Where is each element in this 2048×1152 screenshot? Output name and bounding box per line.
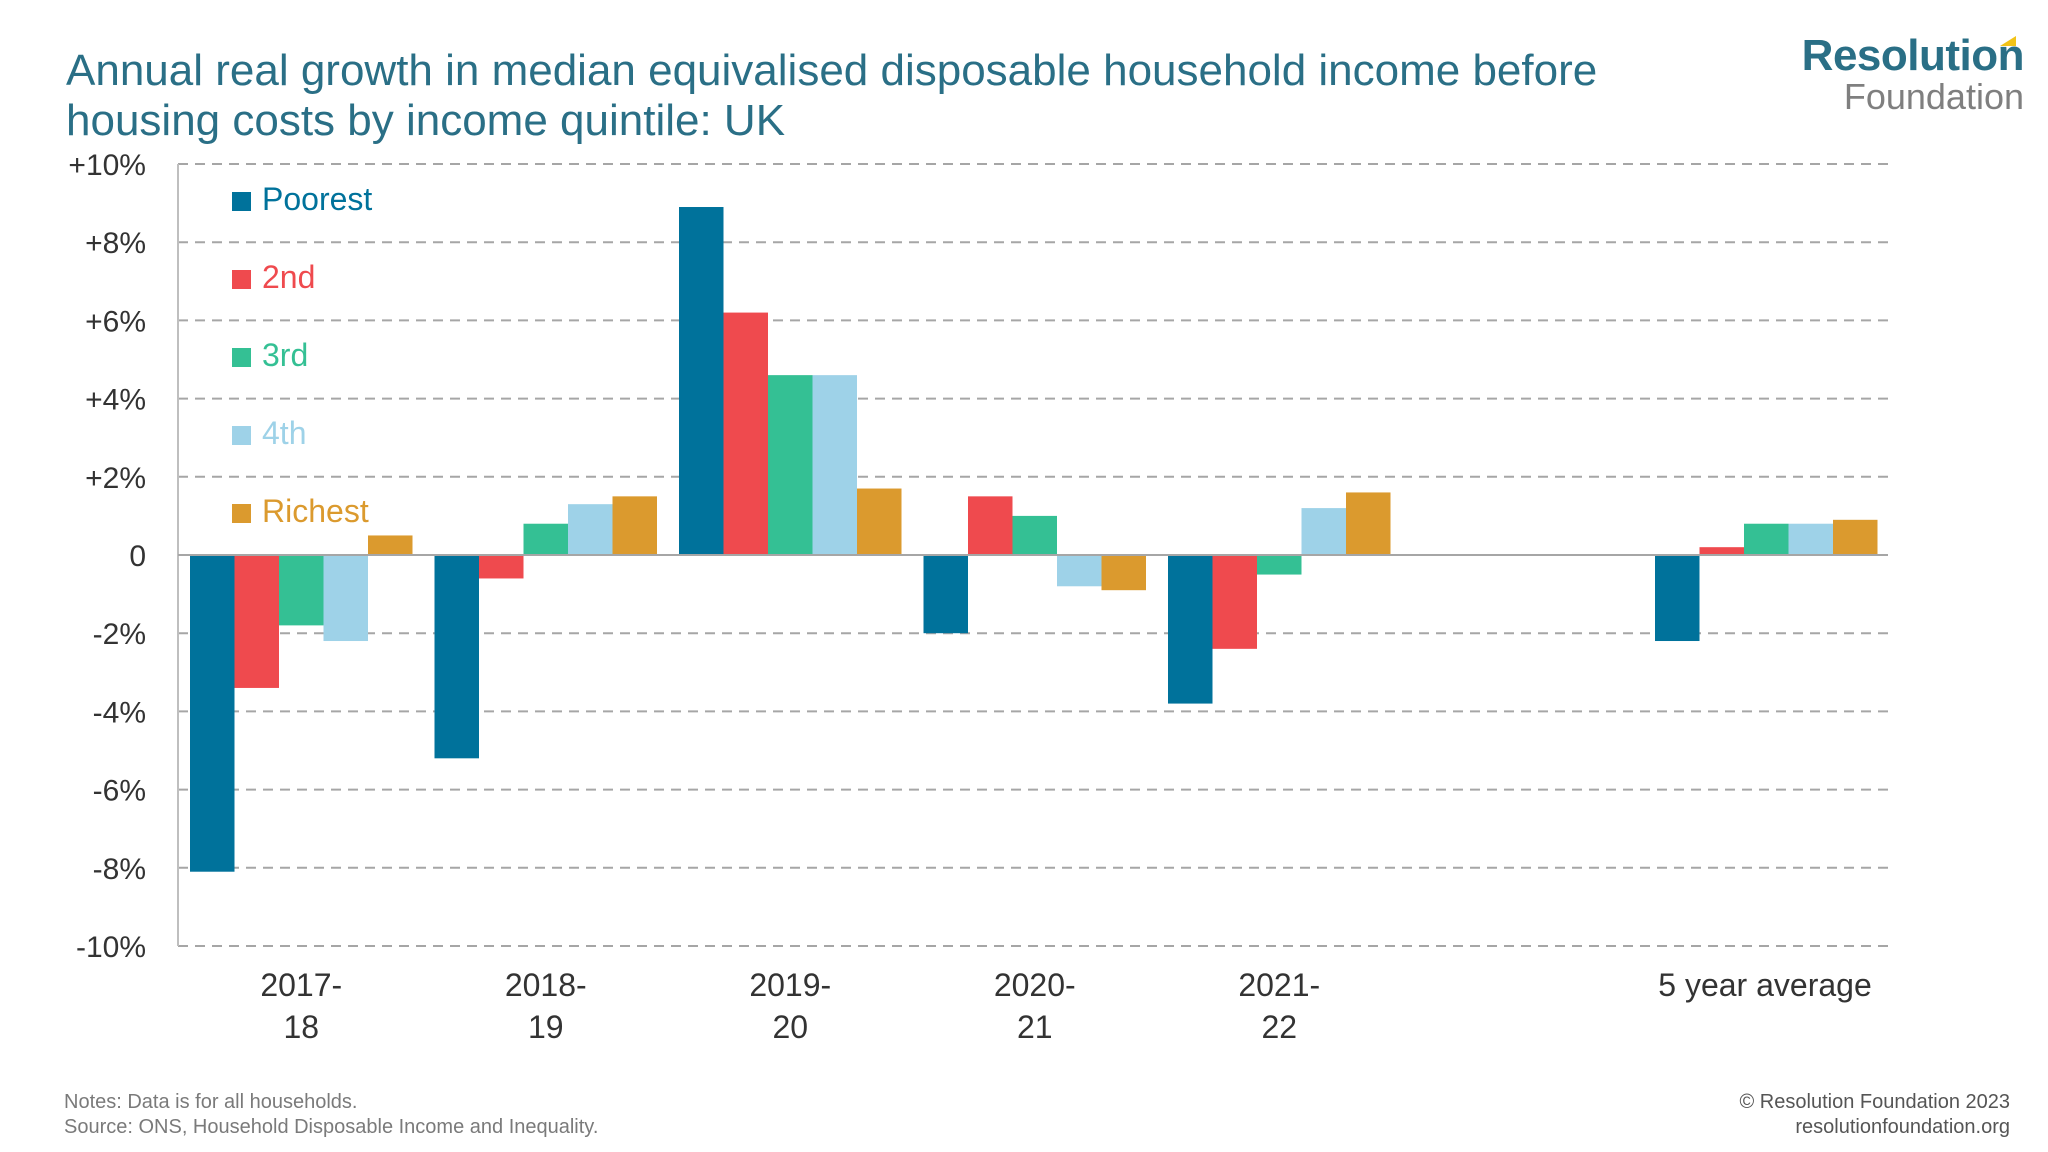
bar-2nd-3 bbox=[968, 496, 1013, 555]
y-tick-label: +2% bbox=[85, 462, 146, 495]
legend-swatch-4th bbox=[232, 426, 251, 445]
bar-3rd-3 bbox=[1012, 515, 1057, 555]
bar-richest-0 bbox=[368, 535, 413, 555]
source-text: Source: ONS, Household Disposable Income… bbox=[64, 1116, 599, 1138]
bar-2nd-0 bbox=[234, 555, 279, 688]
bar-2nd-2 bbox=[723, 312, 768, 555]
bar-poorest-4 bbox=[1168, 555, 1213, 704]
chart-title: Annual real growth in median equivalised… bbox=[66, 46, 1598, 145]
logo-word-resolution: Resolution bbox=[1801, 31, 2025, 80]
bar-richest-2 bbox=[857, 488, 902, 555]
legend-swatch-3rd bbox=[232, 348, 251, 367]
x-tick-label: 19 bbox=[528, 1009, 564, 1045]
y-tick-label: -2% bbox=[93, 618, 146, 651]
bar-poorest-1 bbox=[434, 555, 479, 759]
bar-2nd-4 bbox=[1212, 555, 1257, 649]
x-tick-label: 2017- bbox=[260, 967, 342, 1003]
logo-accent-icon bbox=[2000, 36, 2016, 46]
bar-4th-1 bbox=[568, 504, 613, 555]
legend-swatch-poorest bbox=[232, 192, 251, 211]
y-tick-label: +10% bbox=[68, 149, 146, 182]
x-tick-label: 20 bbox=[772, 1009, 808, 1045]
bar-2nd-1 bbox=[479, 555, 524, 579]
bar-richest-5 bbox=[1833, 519, 1878, 555]
y-tick-label: 0 bbox=[129, 540, 146, 573]
bar-poorest-5 bbox=[1655, 555, 1700, 642]
bar-3rd-4 bbox=[1257, 555, 1302, 575]
bar-4th-3 bbox=[1057, 555, 1102, 587]
logo-word-foundation: Foundation bbox=[1843, 76, 2024, 117]
bar-richest-3 bbox=[1101, 555, 1146, 591]
legend-label-4th: 4th bbox=[262, 415, 306, 451]
bar-richest-1 bbox=[612, 496, 657, 555]
bar-3rd-1 bbox=[523, 523, 568, 555]
legend-label-2nd: 2nd bbox=[262, 259, 315, 295]
bar-3rd-5 bbox=[1744, 523, 1789, 555]
legend-swatch-2nd bbox=[232, 270, 251, 289]
bar-3rd-0 bbox=[279, 555, 324, 626]
resolution-foundation-logo: Resolution Foundation bbox=[1801, 31, 2025, 117]
x-tick-label: 21 bbox=[1017, 1009, 1053, 1045]
bar-4th-0 bbox=[323, 555, 368, 642]
notes-text: Notes: Data is for all households. bbox=[64, 1091, 358, 1113]
legend-swatch-richest bbox=[232, 504, 251, 523]
x-tick-label: 22 bbox=[1261, 1009, 1297, 1045]
chart-notes: Notes: Data is for all households. Sourc… bbox=[64, 1090, 598, 1140]
y-tick-label: +6% bbox=[85, 305, 146, 338]
y-tick-label: -4% bbox=[93, 696, 146, 729]
bar-poorest-0 bbox=[190, 555, 235, 872]
y-tick-label: -6% bbox=[93, 775, 146, 808]
bar-richest-4 bbox=[1346, 492, 1391, 555]
x-tick-label: 5 year average bbox=[1658, 967, 1871, 1003]
bar-4th-4 bbox=[1301, 508, 1346, 555]
website-text: resolutionfoundation.org bbox=[1795, 1116, 2010, 1138]
legend-label-poorest: Poorest bbox=[262, 181, 372, 217]
y-tick-label: +4% bbox=[85, 384, 146, 417]
y-tick-label: -10% bbox=[76, 931, 146, 964]
bar-4th-2 bbox=[812, 375, 857, 555]
x-tick-label: 2021- bbox=[1238, 967, 1320, 1003]
x-tick-label: 2018- bbox=[505, 967, 587, 1003]
copyright-text: © Resolution Foundation 2023 bbox=[1739, 1091, 2010, 1113]
bar-4th-5 bbox=[1788, 523, 1833, 555]
x-tick-label: 2020- bbox=[994, 967, 1076, 1003]
x-tick-label: 18 bbox=[283, 1009, 319, 1045]
bar-2nd-5 bbox=[1699, 547, 1744, 555]
bar-poorest-2 bbox=[679, 207, 724, 555]
chart-credit: © Resolution Foundation 2023 resolutionf… bbox=[1740, 1090, 2010, 1140]
bar-3rd-2 bbox=[768, 375, 813, 555]
bar-poorest-3 bbox=[923, 555, 968, 634]
legend-label-3rd: 3rd bbox=[262, 337, 308, 373]
y-tick-label: -8% bbox=[93, 853, 146, 886]
y-tick-label: +8% bbox=[85, 227, 146, 260]
legend-label-richest: Richest bbox=[262, 493, 369, 529]
x-tick-label: 2019- bbox=[749, 967, 831, 1003]
